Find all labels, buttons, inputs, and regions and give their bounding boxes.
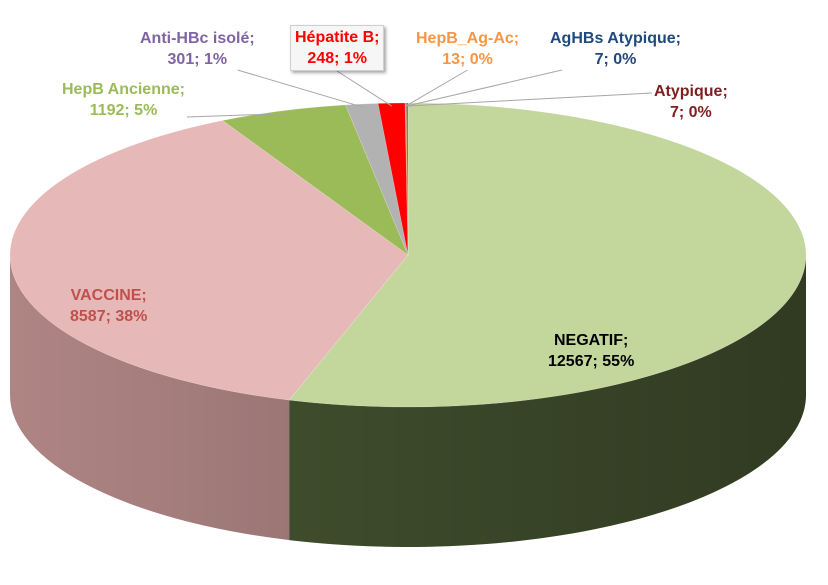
pie-slice-h-patite-b	[377, 102, 409, 256]
label-aghbs-atypique: AgHBs Atypique; 7; 0%	[550, 28, 681, 70]
label-hepatite-b-line2: 248; 1%	[307, 50, 368, 67]
label-hepb-ag-ac-line2: 13; 0%	[442, 51, 493, 68]
pie-top-layer	[9, 102, 807, 408]
label-aghbs-atypique-line2: 7; 0%	[594, 51, 637, 68]
label-vaccine-line2: 8587; 38%	[70, 308, 148, 325]
pie-slice-atypique	[406, 102, 409, 256]
pie-slice-vaccine	[9, 120, 409, 401]
leader-line-anti-hbc-isol	[237, 69, 363, 108]
label-atypique: Atypique; 7; 0%	[654, 81, 728, 123]
pie-slice-anti-hbc-isol	[344, 103, 409, 256]
label-hepb-ancienne-line2: 1192; 5%	[89, 102, 158, 119]
leader-lines	[186, 69, 653, 118]
pie-slice-aghbs-atypique	[406, 102, 409, 256]
leader-line-hepb-ancienne	[186, 113, 285, 118]
label-negatif-line1: NEGATIF;	[553, 332, 629, 349]
label-hepb-ag-ac-line1: HepB_Ag-Ac;	[416, 30, 520, 47]
leader-line-hepb-ag-ac	[405, 69, 468, 107]
label-hepatite-b-line1: Hépatite B;	[295, 29, 380, 46]
pie-slice-hepb-ag-ac	[404, 102, 409, 256]
label-atypique-line1: Atypique;	[654, 83, 728, 100]
pie-side-shading	[10, 255, 806, 547]
label-anti-hbc-isole-line2: 301; 1%	[167, 51, 228, 68]
label-aghbs-atypique-line1: AgHBs Atypique;	[550, 30, 681, 47]
label-anti-hbc-isole-line1: Anti-HBc isolé;	[140, 30, 255, 47]
label-atypique-line2: 7; 0%	[669, 104, 712, 121]
label-negatif-line2: 12567; 55%	[548, 353, 635, 370]
leader-line-aghbs-atypique	[406, 69, 563, 107]
pie-side-layer	[10, 255, 807, 547]
pie-slice-hepb-ancienne	[221, 104, 409, 256]
label-negatif: NEGATIF; 12567; 55%	[548, 330, 634, 372]
label-anti-hbc-isole: Anti-HBc isolé; 301; 1%	[140, 28, 255, 70]
label-hepatite-b: Hépatite B; 248; 1%	[290, 25, 385, 71]
label-vaccine-line1: VACCINE;	[70, 287, 147, 304]
leader-line-atypique	[407, 92, 653, 107]
label-hepb-ag-ac: HepB_Ag-Ac; 13; 0%	[416, 28, 519, 70]
label-hepb-ancienne: HepB Ancienne; 1192; 5%	[62, 79, 185, 121]
label-vaccine: VACCINE; 8587; 38%	[70, 285, 147, 327]
pie-slice-negatif	[288, 102, 807, 408]
label-hepb-ancienne-line1: HepB Ancienne;	[62, 81, 185, 98]
leader-line-h-patite-b	[336, 70, 393, 107]
